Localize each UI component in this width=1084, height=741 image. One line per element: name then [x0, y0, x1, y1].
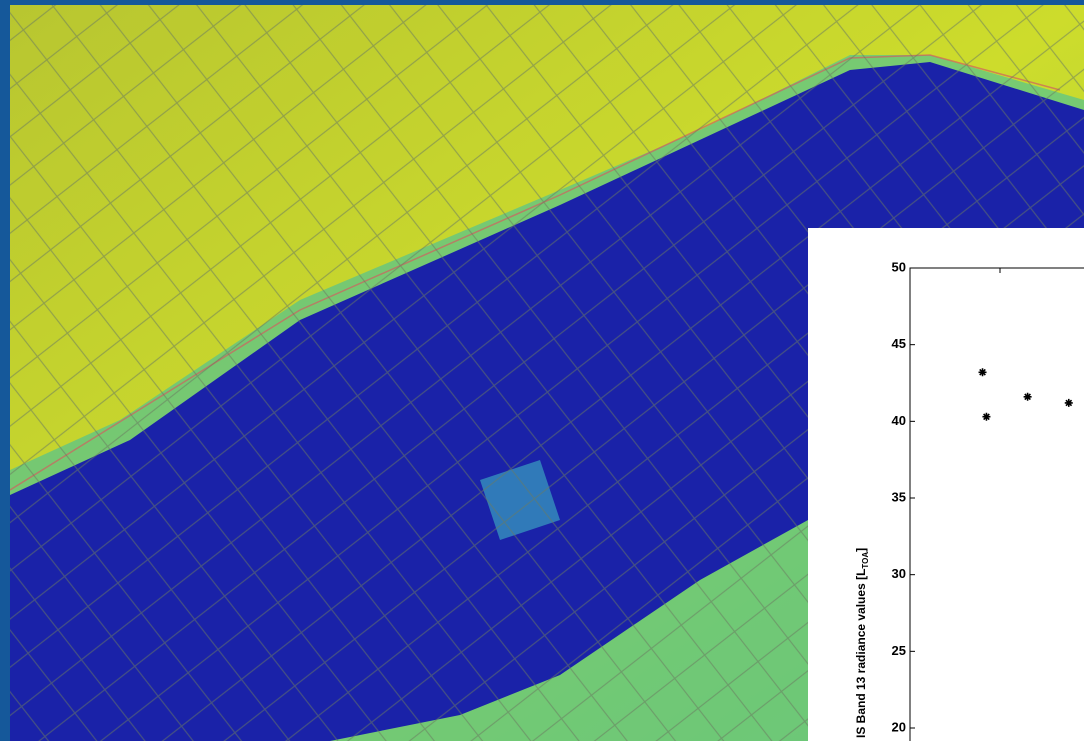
y-tick-label: 45 [892, 336, 906, 351]
y-tick-label: 40 [892, 413, 906, 428]
y-tick-label: 30 [892, 566, 906, 581]
page: 20 25 30 35 40 45 50 IS Band 13 radiance values… [0, 0, 1084, 741]
y-tick-label: 20 [892, 719, 906, 734]
inset-panel [808, 228, 1084, 741]
y-tick-label: 35 [892, 489, 906, 504]
y-axis-label-sub: TOA [861, 552, 870, 569]
slide: 20 25 30 35 40 45 50 IS Band 13 radiance values… [0, 0, 1084, 741]
data-point [979, 368, 987, 376]
y-tick-label: 50 [892, 259, 906, 274]
y-axis-label: IS Band 13 radiance values [LTOA] [854, 548, 870, 738]
y-tick-label: 25 [892, 643, 906, 658]
data-point [982, 413, 990, 421]
data-point [1065, 399, 1073, 407]
y-axis-label-main: IS Band 13 radiance values [L [854, 569, 868, 738]
y-axis-label-end: ] [854, 548, 868, 552]
